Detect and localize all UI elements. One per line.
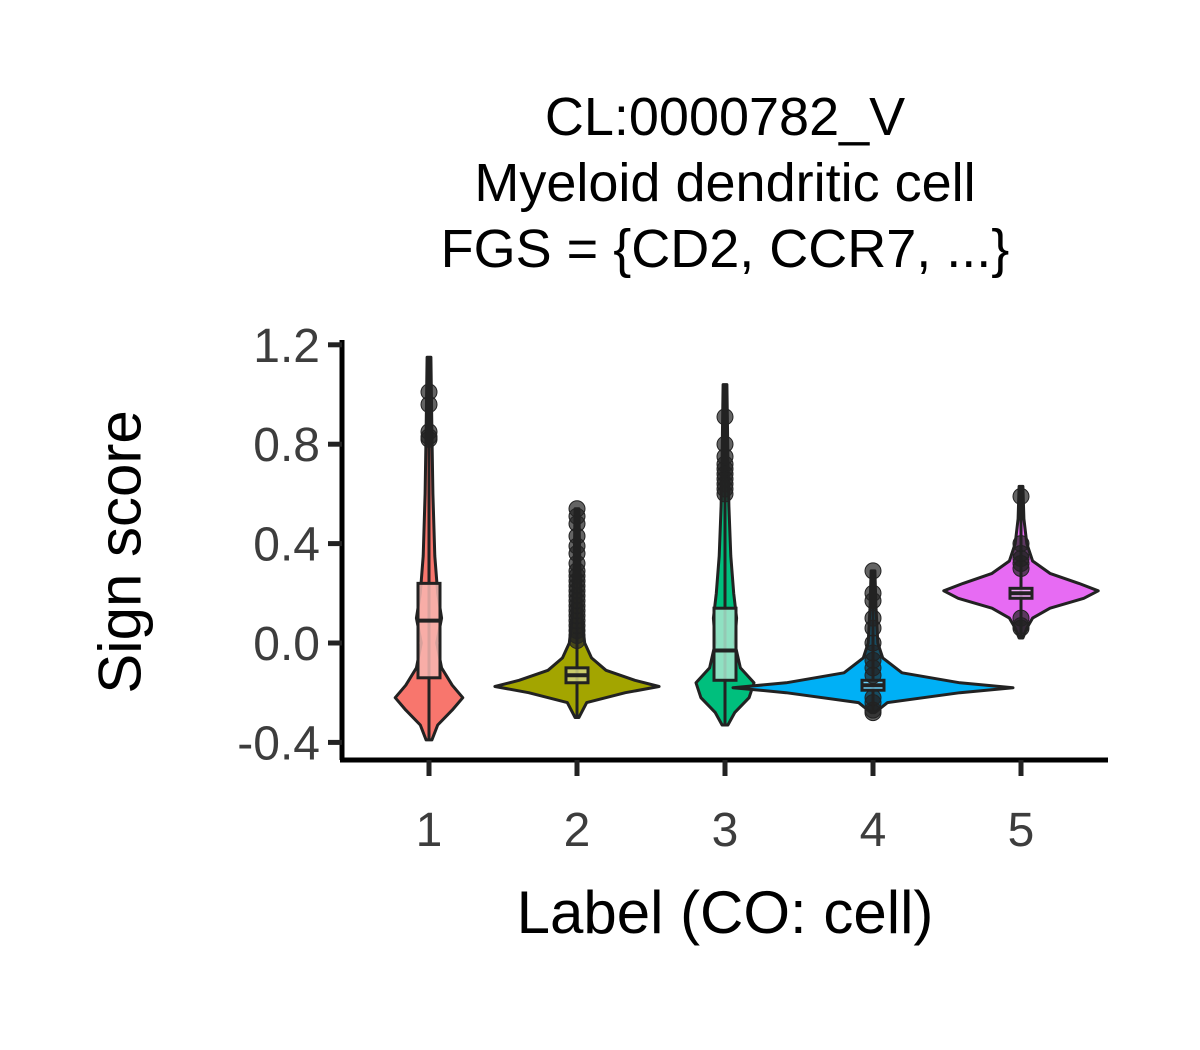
- x-tick-label: 3: [712, 804, 739, 857]
- outlier-point-4: [864, 592, 882, 610]
- chart-title: CL:0000782_V Myeloid dendritic cell FGS …: [340, 84, 1110, 282]
- box-3: [712, 606, 738, 682]
- x-tick-label: 1: [416, 804, 443, 857]
- x-axis-title: Label (CO: cell): [516, 879, 934, 946]
- outlier-point-3: [716, 485, 734, 503]
- x-tick-label: 2: [564, 804, 591, 857]
- outlier-point-1: [420, 430, 438, 448]
- y-tick-label: 1.2: [253, 320, 320, 373]
- chart-title-line-1: CL:0000782_V: [544, 87, 906, 147]
- y-tick-label: 0.8: [253, 419, 320, 472]
- y-tick-label: 0.4: [253, 519, 320, 572]
- x-tick-label: 5: [1008, 804, 1035, 857]
- outlier-point-5: [1012, 559, 1030, 577]
- y-tick-label: -0.4: [237, 717, 320, 770]
- x-tick-label: 4: [860, 804, 887, 857]
- box-1: [416, 581, 442, 680]
- outlier-point-2: [568, 632, 586, 650]
- outlier-point-5: [1012, 619, 1030, 637]
- outlier-point-4: [864, 619, 882, 637]
- y-tick-label: 0.0: [253, 618, 320, 671]
- outlier-point-4: [864, 666, 882, 684]
- outlier-point-3: [716, 408, 734, 426]
- chart-title-line-2: Myeloid dendritic cell: [474, 153, 976, 213]
- outlier-point-4: [864, 562, 882, 580]
- outlier-point-4: [864, 704, 882, 722]
- outlier-point-1: [420, 395, 438, 413]
- outlier-point-5: [1012, 487, 1030, 505]
- chart-title-line-3: FGS = {CD2, CCR7, ...}: [440, 219, 1010, 279]
